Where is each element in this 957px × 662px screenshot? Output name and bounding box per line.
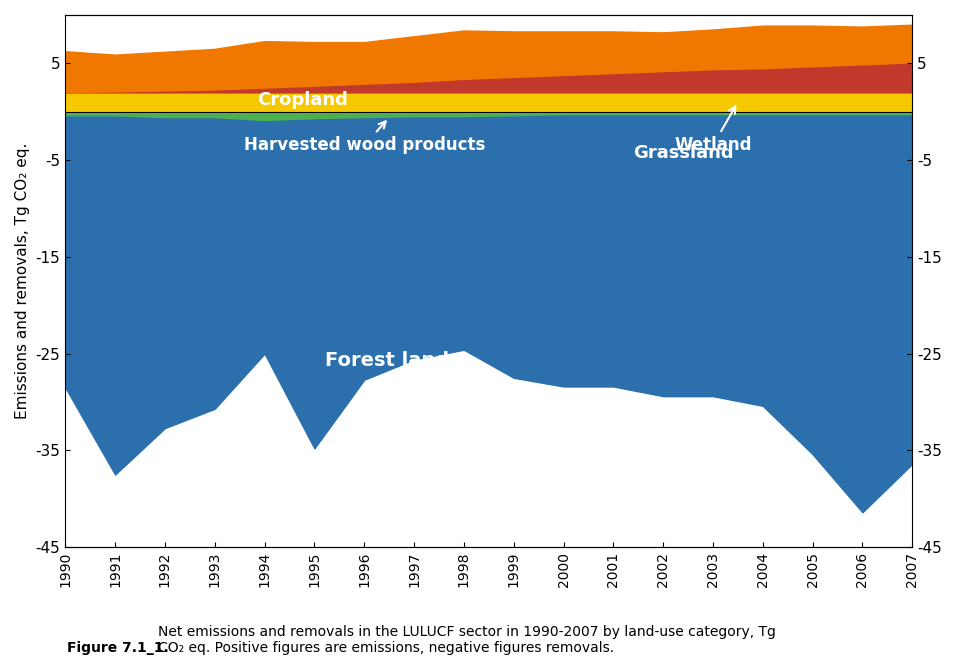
Text: Figure 7.1_1.: Figure 7.1_1. (67, 641, 168, 655)
Text: Wetland: Wetland (675, 107, 752, 154)
Text: Grassland: Grassland (634, 144, 734, 162)
Text: Harvested wood products: Harvested wood products (243, 121, 485, 154)
Text: Net emissions and removals in the LULUCF sector in 1990-2007 by land-use categor: Net emissions and removals in the LULUCF… (158, 625, 776, 655)
Text: Forest land: Forest land (325, 352, 449, 370)
Y-axis label: Emissions and removals, Tg CO₂ eq.: Emissions and removals, Tg CO₂ eq. (15, 143, 30, 419)
Text: Cropland: Cropland (257, 91, 348, 109)
